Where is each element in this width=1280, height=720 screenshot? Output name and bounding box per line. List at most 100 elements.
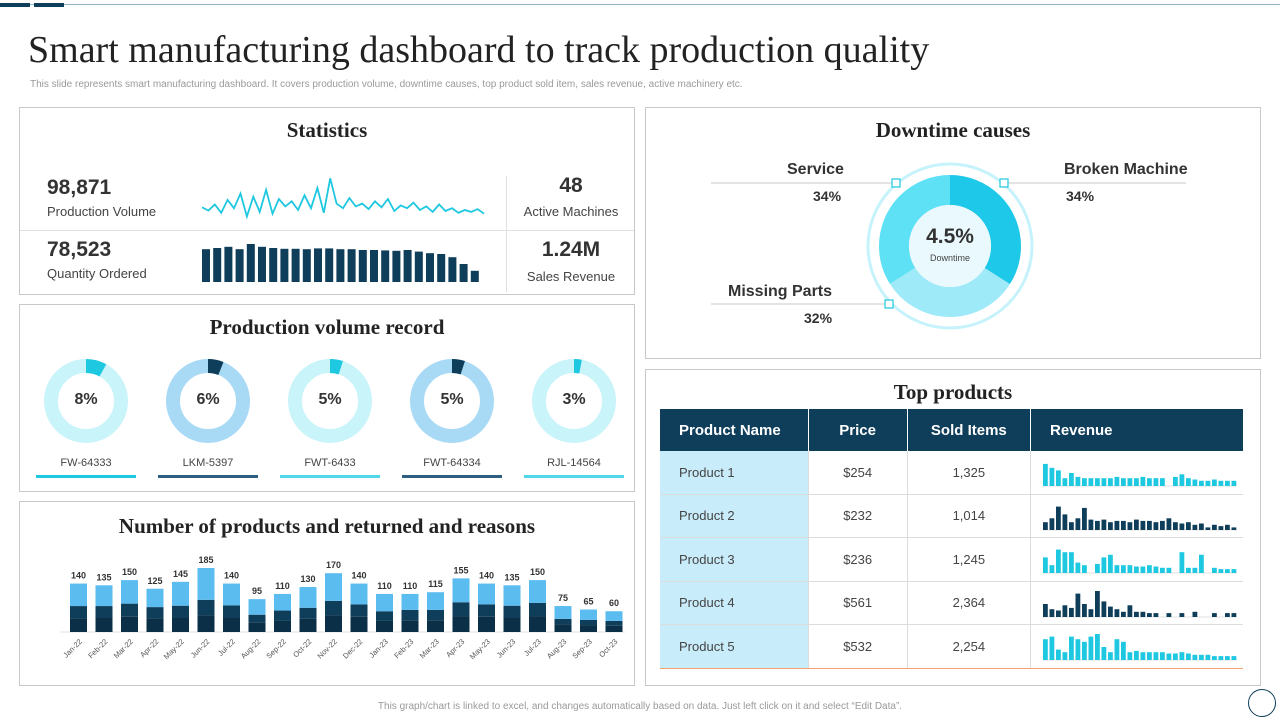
revenue-bar — [1101, 647, 1107, 661]
return-bar-label: 155 — [453, 565, 468, 575]
active-machines-value: 48 — [559, 174, 583, 197]
revenue-bar — [1062, 478, 1068, 487]
stat-bar — [235, 249, 244, 282]
revenue-bar — [1160, 652, 1165, 661]
downtime-slice — [879, 175, 1021, 317]
revenue-bar — [1082, 603, 1087, 617]
revenue-bar — [1231, 612, 1237, 617]
donut-arc — [288, 359, 372, 443]
revenue-bar — [1160, 520, 1165, 530]
revenue-bar — [1069, 636, 1074, 661]
return-bar-segment — [172, 581, 189, 606]
return-bar-segment — [376, 611, 393, 621]
revenue-bar — [1075, 518, 1081, 530]
revenue-bar — [1186, 653, 1191, 661]
revenue-sparkbar — [1043, 634, 1237, 661]
revenue-bar — [1101, 478, 1107, 487]
production-volume-label: Production Volume — [47, 204, 157, 219]
revenue-bar — [1088, 478, 1094, 487]
return-bar-segment — [401, 620, 419, 632]
revenue-bar — [1114, 565, 1120, 574]
stat-bar — [269, 248, 278, 282]
callout-marker — [884, 299, 894, 309]
stat-bar — [448, 257, 457, 282]
downtime-title: Downtime causes — [875, 118, 1031, 142]
product-name-cell: Product 2 — [660, 494, 809, 538]
stat-bar — [314, 248, 322, 282]
production-volume-value: 98,871 — [47, 176, 112, 199]
return-bar-label: 140 — [351, 571, 366, 581]
revenue-bar — [1218, 481, 1224, 487]
stat-bar — [336, 249, 345, 282]
revenue-bar — [1173, 653, 1178, 661]
cause-missing-parts-name: Missing Parts — [728, 283, 833, 300]
revenue-bar — [1192, 611, 1198, 617]
revenue-bar — [1192, 524, 1198, 530]
return-bar-segment — [350, 616, 368, 632]
return-bar-segment — [197, 615, 215, 632]
return-bar-segment — [503, 617, 521, 632]
revenue-bar — [1179, 612, 1185, 617]
revenue-bar — [1225, 656, 1230, 661]
x-tick-label: Jul-23 — [522, 637, 543, 658]
revenue-bar — [1140, 566, 1146, 574]
donut-percent: 5% — [318, 391, 342, 408]
return-bar-segment — [299, 618, 317, 632]
revenue-bar — [1127, 521, 1133, 530]
stat-bar — [213, 248, 222, 282]
revenue-bar — [1225, 481, 1230, 487]
donut-percent: 3% — [562, 391, 586, 408]
revenue-bar — [1069, 607, 1074, 617]
return-bar-label: 140 — [479, 571, 494, 581]
return-bar-segment — [299, 607, 317, 619]
revenue-bar — [1147, 652, 1152, 661]
price-cell: $232 — [808, 494, 908, 538]
revenue-bar — [1075, 477, 1081, 487]
revenue-bar — [1069, 521, 1074, 530]
revenue-bar — [1199, 481, 1204, 487]
return-bar-label: 110 — [275, 581, 290, 591]
revenue-cell — [1030, 581, 1243, 625]
revenue-bar — [1192, 479, 1198, 487]
revenue-bar — [1192, 568, 1198, 574]
donut-percent: 5% — [440, 391, 464, 408]
page-subtitle: This slide represents smart manufacturin… — [30, 79, 743, 90]
return-bar-segment — [580, 619, 597, 626]
return-bar-segment — [70, 618, 87, 632]
sold-items-cell: 2,364 — [907, 581, 1032, 625]
x-tick-label: Nov-22 — [315, 637, 338, 660]
table-row: Product 2 $232 1,014 — [660, 494, 1243, 538]
return-bar-segment — [172, 605, 189, 618]
donut-underline — [402, 475, 502, 478]
x-tick-label: Oct-23 — [597, 637, 619, 659]
return-bar-label: 140 — [71, 571, 86, 581]
revenue-bar — [1199, 555, 1204, 574]
sparkline-path — [202, 178, 485, 220]
revenue-bar — [1140, 477, 1146, 487]
price-cell: $236 — [808, 537, 908, 582]
stats-divider — [20, 230, 634, 231]
revenue-bar — [1218, 656, 1224, 661]
return-bar-segment — [427, 592, 444, 610]
return-bar-segment — [452, 578, 470, 603]
return-bar-segment — [427, 609, 444, 621]
x-tick-label: Jun-22 — [189, 637, 212, 660]
donut-label: RJL-14564 — [547, 457, 601, 469]
return-bar-segment — [350, 604, 368, 617]
product-name-cell: Product 1 — [660, 451, 809, 495]
revenue-bar — [1043, 521, 1048, 530]
revenue-cell — [1030, 451, 1243, 495]
revenue-bar — [1212, 524, 1217, 530]
revenue-bar — [1108, 555, 1113, 574]
product-name-cell: Product 4 — [660, 581, 809, 625]
revenue-bar — [1179, 652, 1185, 661]
header-product-name: Product Name — [660, 409, 809, 451]
stat-bar — [224, 246, 233, 282]
stat-bar — [280, 248, 289, 282]
return-bar-segment — [299, 587, 317, 608]
x-tick-label: Mar-23 — [418, 637, 441, 660]
revenue-bar — [1121, 642, 1126, 661]
stat-bar — [403, 250, 412, 282]
return-bar-segment — [248, 614, 266, 623]
revenue-bar — [1056, 610, 1061, 617]
